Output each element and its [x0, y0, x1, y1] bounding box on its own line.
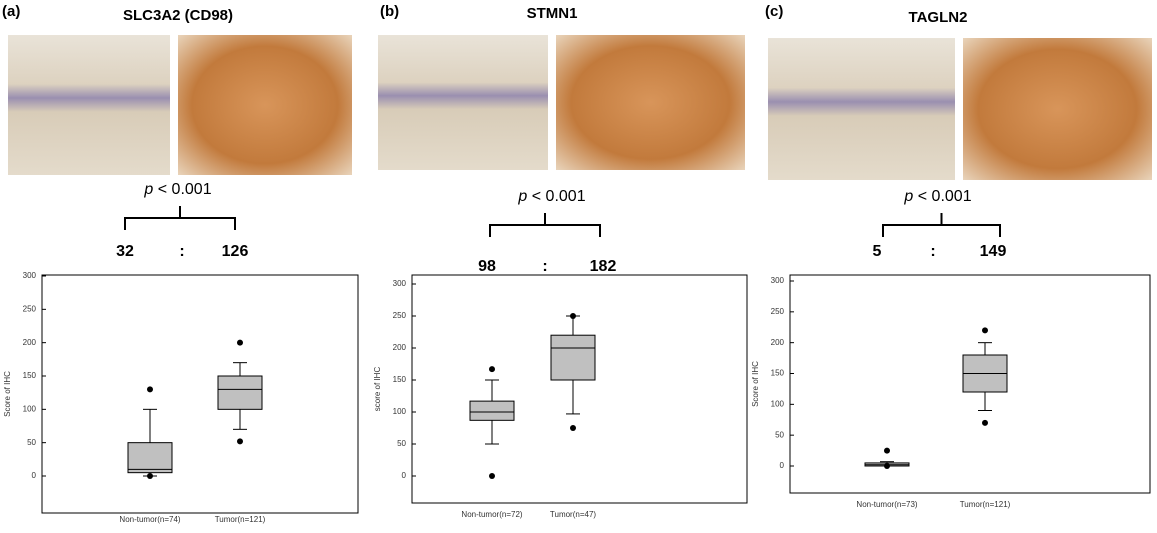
y-tick-label: 250	[23, 304, 37, 313]
outlier	[147, 473, 153, 479]
p-value: p < 0.001	[903, 188, 971, 205]
p-value: p < 0.001	[517, 188, 585, 205]
plot-frame	[411, 274, 748, 504]
normal-tissue-image	[8, 35, 170, 175]
normal-tissue-image	[378, 35, 548, 170]
outlier	[237, 438, 243, 445]
box	[217, 375, 263, 410]
outlier	[489, 366, 495, 373]
y-tick-label: 250	[393, 311, 407, 320]
bracket	[124, 206, 236, 230]
bracket	[882, 213, 1001, 237]
box	[469, 400, 515, 421]
y-tick-label: 100	[771, 399, 785, 408]
y-axis-label: score of IHC	[373, 367, 382, 412]
y-tick-label: 100	[23, 404, 37, 413]
y-tick-label: 50	[397, 439, 406, 448]
p-threshold: < 0.001	[918, 188, 972, 205]
separator: :	[179, 243, 184, 260]
p-threshold: < 0.001	[158, 181, 212, 198]
p-threshold: < 0.001	[532, 188, 586, 205]
y-tick-label: 0	[402, 471, 407, 480]
outlier	[884, 463, 890, 469]
y-tick-label: 50	[775, 430, 784, 439]
separator: :	[930, 243, 935, 260]
y-tick-label: 150	[771, 369, 785, 378]
score-tumor: 126	[222, 243, 249, 260]
box	[127, 442, 173, 474]
box	[550, 334, 596, 381]
p-symbol: p	[517, 188, 527, 205]
y-tick-label: 300	[23, 271, 37, 280]
panel-title: TAGLN2	[909, 9, 968, 26]
y-tick-label: 300	[393, 279, 407, 288]
panel-label: (b)	[380, 3, 399, 20]
panel-title: SLC3A2 (CD98)	[123, 7, 233, 24]
tumor-tissue-image	[963, 38, 1152, 180]
outlier	[147, 386, 153, 393]
panel-label: (c)	[765, 3, 783, 20]
score-nontumor: 98	[478, 258, 496, 275]
score-tumor: 182	[590, 258, 617, 275]
y-tick-label: 150	[393, 375, 407, 384]
x-tick-label: Tumor(n=121)	[215, 515, 266, 524]
y-tick-label: 250	[771, 307, 785, 316]
y-tick-label: 200	[393, 343, 407, 352]
outlier	[884, 447, 890, 454]
outlier	[237, 339, 243, 346]
y-tick-label: 150	[23, 371, 37, 380]
score-nontumor: 5	[873, 243, 882, 260]
outlier	[982, 419, 988, 426]
y-axis-label: Score of IHC	[751, 361, 760, 407]
outlier	[570, 313, 576, 319]
separator: :	[542, 258, 547, 275]
x-tick-label: Non-tumor(n=74)	[119, 515, 180, 524]
bracket	[489, 213, 601, 237]
p-value: p < 0.001	[143, 181, 211, 198]
p-symbol: p	[143, 181, 153, 198]
x-tick-label: Tumor(n=47)	[550, 510, 597, 519]
score-nontumor: 32	[116, 243, 134, 260]
y-tick-label: 100	[393, 407, 407, 416]
panel-label: (a)	[2, 3, 20, 20]
y-tick-label: 300	[771, 276, 785, 285]
score-tumor: 149	[980, 243, 1007, 260]
y-tick-label: 50	[27, 438, 36, 447]
panel-title: STMN1	[527, 5, 578, 22]
x-tick-label: Tumor(n=121)	[960, 500, 1011, 509]
plot-frame	[789, 274, 1151, 494]
p-symbol: p	[903, 188, 913, 205]
tumor-tissue-image	[178, 35, 352, 175]
tumor-tissue-image	[556, 35, 745, 170]
y-axis-label: Score of IHC	[3, 371, 12, 417]
y-tick-label: 200	[771, 338, 785, 347]
outlier	[982, 327, 988, 334]
y-tick-label: 0	[32, 471, 37, 480]
y-tick-label: 200	[23, 338, 37, 347]
x-tick-label: Non-tumor(n=72)	[461, 510, 522, 519]
outlier	[570, 425, 576, 431]
y-tick-label: 0	[780, 461, 785, 470]
x-tick-label: Non-tumor(n=73)	[856, 500, 917, 509]
plot-frame	[41, 274, 359, 514]
outlier	[489, 473, 495, 479]
normal-tissue-image	[768, 38, 955, 180]
